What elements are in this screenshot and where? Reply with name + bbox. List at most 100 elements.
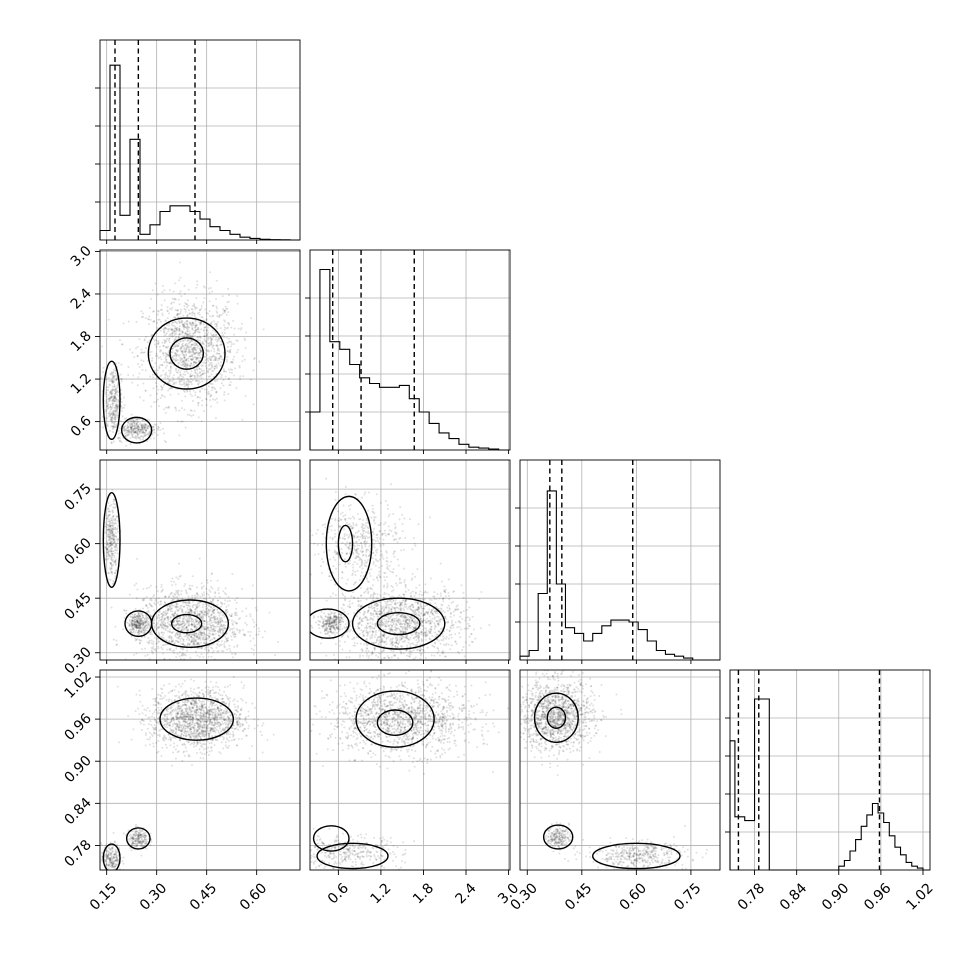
sample-point: [163, 601, 166, 604]
sample-point: [203, 329, 206, 332]
sample-point: [386, 600, 389, 603]
sample-point: [186, 629, 189, 632]
sample-point: [220, 628, 223, 631]
sample-point: [144, 619, 147, 622]
sample-point: [190, 383, 193, 386]
sample-point: [112, 413, 115, 416]
sample-point: [152, 338, 155, 341]
sample-point: [113, 380, 116, 383]
sample-point: [235, 627, 238, 630]
sample-point: [401, 614, 404, 617]
sample-point: [211, 383, 214, 386]
sample-point: [413, 636, 416, 639]
sample-point: [176, 322, 179, 325]
sample-point: [198, 635, 201, 638]
sample-point: [204, 646, 207, 649]
sample-point: [193, 361, 196, 364]
sample-point: [113, 406, 116, 409]
sample-point: [429, 621, 432, 624]
sample-point: [182, 376, 185, 379]
sample-point: [143, 626, 146, 629]
sample-point: [137, 421, 140, 424]
sample-point: [214, 620, 217, 623]
sample-point: [111, 371, 114, 374]
sample-point: [115, 538, 118, 541]
sample-point: [152, 645, 155, 648]
sample-point: [153, 661, 155, 663]
sample-point: [163, 361, 166, 364]
sample-point: [132, 421, 135, 424]
sample-point: [208, 357, 211, 360]
sample-point: [474, 637, 477, 640]
sample-point: [182, 640, 185, 643]
sample-point: [405, 603, 408, 606]
sample-point: [430, 609, 433, 612]
sample-point: [122, 427, 125, 430]
sample-point: [143, 621, 146, 624]
sample-point: [171, 649, 174, 652]
sample-point: [140, 424, 143, 427]
sample-point: [425, 621, 428, 624]
sample-point: [148, 625, 151, 628]
sample-point: [236, 596, 239, 599]
sample-point: [465, 627, 468, 630]
sample-point: [423, 613, 426, 616]
sample-point: [114, 546, 117, 549]
sample-point: [112, 425, 115, 428]
sample-point: [183, 621, 186, 624]
sample-point: [113, 394, 116, 397]
sample-point: [179, 661, 181, 663]
sample-point: [193, 644, 196, 647]
sample-point: [214, 335, 217, 338]
sample-point: [178, 332, 181, 335]
sample-point: [130, 623, 133, 626]
sample-point: [421, 648, 424, 651]
sample-point: [163, 618, 166, 621]
sample-point: [181, 625, 184, 628]
sample-point: [223, 592, 226, 595]
sample-point: [217, 347, 220, 350]
sample-point: [223, 331, 226, 334]
sample-point: [141, 424, 144, 427]
sample-point: [408, 621, 411, 624]
sample-point: [210, 614, 213, 617]
sample-point: [306, 609, 308, 611]
sample-point: [409, 608, 412, 611]
sample-point: [192, 357, 195, 360]
sample-point: [219, 629, 222, 632]
sample-point: [185, 383, 188, 386]
sample-point: [208, 356, 211, 359]
sample-point: [399, 615, 402, 618]
sample-point: [208, 635, 211, 638]
sample-point: [166, 406, 169, 409]
sample-point: [186, 636, 189, 639]
sample-point: [437, 622, 440, 625]
sample-point: [125, 612, 128, 615]
sample-point: [404, 620, 407, 623]
sample-point: [141, 428, 144, 431]
sample-point: [171, 322, 174, 325]
sample-point: [161, 364, 164, 367]
sample-point: [133, 420, 136, 423]
sample-point: [144, 426, 147, 429]
sample-point: [175, 619, 178, 622]
sample-point: [146, 427, 149, 430]
sample-point: [430, 626, 433, 629]
sample-point: [144, 423, 147, 426]
sample-point: [116, 391, 119, 394]
sample-point: [112, 515, 115, 518]
sample-point: [110, 392, 113, 395]
sample-point: [162, 613, 165, 616]
sample-point: [140, 622, 143, 625]
sample-point: [190, 345, 193, 348]
sample-point: [196, 346, 199, 349]
sample-point: [134, 625, 137, 628]
sample-point: [164, 373, 167, 376]
sample-point: [187, 309, 190, 312]
sample-point: [378, 610, 381, 613]
sample-point: [153, 401, 156, 404]
sample-point: [205, 398, 208, 401]
sample-point: [148, 639, 151, 642]
panel-frame: [99, 39, 301, 241]
sample-point: [146, 427, 149, 430]
